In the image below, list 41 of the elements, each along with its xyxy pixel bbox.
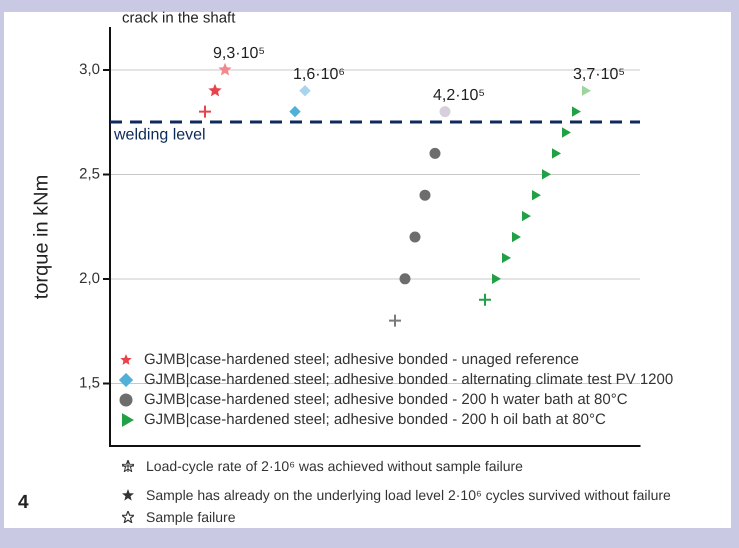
point: [388, 314, 402, 328]
point: [430, 148, 440, 159]
point: [420, 190, 430, 201]
text: crack in the shaft: [122, 10, 236, 27]
data-label: 4,2·10⁵: [433, 87, 485, 104]
point: [410, 232, 420, 242]
legend-label: GJMB|case-hardened steel; adhesive bonded - alternating climate test PV 1200: [144, 371, 674, 388]
legend-label: GJMB|case-hardened steel; adhesive bonded - unaged reference: [144, 351, 580, 368]
text: 4: [18, 492, 29, 514]
data-label: 1,6·10⁶: [293, 66, 345, 84]
data-label: 3,7·10⁵: [573, 66, 625, 84]
y-tick-label: 3,0: [79, 60, 100, 78]
point: [198, 104, 212, 119]
point: [400, 273, 410, 284]
point: [542, 169, 550, 180]
text: Load-cycle rate of 2·10⁶ was achieved without sample failure: [146, 458, 523, 474]
y-axis-title: torque in kNm: [30, 174, 53, 300]
point: [218, 62, 232, 76]
point: [512, 232, 520, 242]
y-tick-label: 1,5: [79, 374, 100, 392]
point: [582, 86, 590, 96]
point: [300, 85, 310, 96]
y-tick-label: 2,0: [79, 270, 100, 287]
text: Sample has already on the underlying load level 2·10⁶ cycles survived without failure: [146, 487, 671, 503]
point: [552, 148, 560, 158]
text: Sample failure: [146, 509, 236, 525]
point: [532, 190, 540, 200]
point: [562, 128, 570, 138]
point: [440, 106, 450, 118]
data-label: 9,3·10⁵: [213, 45, 265, 62]
point: [290, 106, 300, 118]
point: [572, 106, 580, 116]
legend-label: GJMB|case-hardened steel; adhesive bonded - 200 h oil bath at 80°C: [144, 411, 606, 428]
ref-line-label: welding level: [113, 126, 206, 144]
point: [478, 292, 492, 307]
legend-label: GJMB|case-hardened steel; adhesive bonded - 200 h water bath at 80°C: [144, 391, 628, 408]
point: [208, 84, 222, 96]
y-tick-label: 2,5: [79, 165, 100, 182]
point: [522, 211, 530, 221]
point: [502, 253, 510, 263]
point: [492, 274, 500, 284]
